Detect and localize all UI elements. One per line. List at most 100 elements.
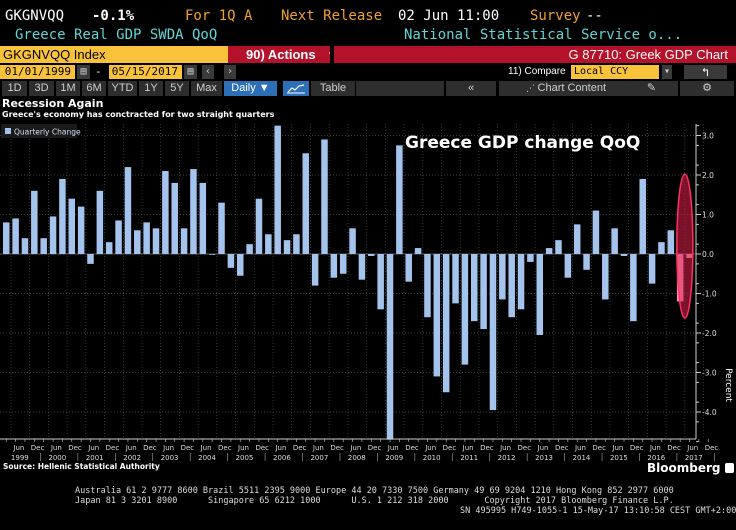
legend: Quarterly Change xyxy=(1,124,81,138)
bar-71 xyxy=(667,230,675,254)
bar-42 xyxy=(396,145,403,254)
x-tick-jun: Jun xyxy=(424,444,436,452)
bar-15 xyxy=(143,222,150,254)
actions-menu-button[interactable]: 90) Actions xyxy=(246,47,316,62)
chart-id: G 87710: Greek GDP Chart xyxy=(568,47,728,62)
x-tick-year: 2016 xyxy=(647,454,665,462)
y-axis: 3.0 2.0 1.0 0.0 -1.0 -2.0 -3.0 -4.0 xyxy=(0,124,717,443)
bar-0 xyxy=(3,222,10,254)
x-tick-dec: Dec xyxy=(68,444,82,452)
chart-content-button[interactable]: ⋰ Chart Content xyxy=(499,81,633,96)
x-tick-year: 2002 xyxy=(123,454,141,462)
chart-content-label: Chart Content xyxy=(537,82,606,94)
range-max[interactable]: Max xyxy=(191,81,222,96)
x-tick-dec: Dec xyxy=(293,444,307,452)
bar-14 xyxy=(134,230,141,254)
bar-70 xyxy=(658,242,665,254)
bar-43 xyxy=(405,254,412,282)
bar-61 xyxy=(573,224,581,254)
y-tick-label: -1.0 xyxy=(702,290,717,299)
x-tick-year: 2012 xyxy=(498,454,516,462)
range-1m[interactable]: 1M xyxy=(56,81,80,96)
x-tick-jun: Jun xyxy=(387,444,399,452)
x-tick-year: 2005 xyxy=(236,454,254,462)
bar-29 xyxy=(274,125,281,254)
bar-37 xyxy=(349,228,356,254)
start-calendar-icon[interactable]: ▤ xyxy=(77,65,90,79)
x-tick-year: 1999 xyxy=(11,454,29,462)
x-tick-dec: Dec xyxy=(106,444,120,452)
bar-53 xyxy=(499,254,506,300)
period: For 1Q A xyxy=(185,8,253,24)
bar-47 xyxy=(442,254,450,393)
bar-52 xyxy=(489,254,497,411)
range-5y[interactable]: 5Y xyxy=(165,81,189,96)
x-tick-dec: Dec xyxy=(555,444,569,452)
y-tick-label: 1.0 xyxy=(702,211,714,220)
table-button[interactable]: Table xyxy=(311,81,355,96)
range-6m[interactable]: 6M xyxy=(82,81,106,96)
y-tick-label: -3.0 xyxy=(702,369,717,378)
quote-header: GKGNVQQ -0.1% For 1Q A Next Release 02 J… xyxy=(0,8,736,26)
x-tick-jun: Jun xyxy=(87,444,99,452)
prev-period-button[interactable]: ‹ xyxy=(202,65,214,79)
bar-39 xyxy=(368,254,375,256)
x-tick-jun: Jun xyxy=(200,444,212,452)
x-tick-year: 2001 xyxy=(86,454,104,462)
highlight-layer xyxy=(676,173,694,319)
range-1y[interactable]: 1Y xyxy=(139,81,163,96)
x-tick-jun: Jun xyxy=(499,444,511,452)
collapse-button[interactable]: « xyxy=(446,81,496,96)
x-tick-year: 2004 xyxy=(198,454,216,462)
bar-46 xyxy=(433,254,441,377)
range-ytd[interactable]: YTD xyxy=(108,81,137,96)
source-name: National Statistical Service o... xyxy=(404,27,683,43)
bar-12 xyxy=(115,220,122,254)
bar-56 xyxy=(527,254,534,262)
x-tick-jun: Jun xyxy=(312,444,324,452)
bar-68 xyxy=(639,178,646,254)
settings-gear-icon[interactable]: ⚙ xyxy=(680,81,734,96)
survey-value: -- xyxy=(586,8,603,24)
x-tick-jun: Jun xyxy=(537,444,549,452)
back-button[interactable]: ↰ xyxy=(684,65,727,79)
legend-label: Quarterly Change xyxy=(14,128,81,137)
x-tick-year: 2003 xyxy=(161,454,179,462)
range-3d[interactable]: 3D xyxy=(29,81,54,96)
bar-31 xyxy=(293,234,300,254)
legend-swatch xyxy=(5,128,11,134)
next-period-button[interactable]: › xyxy=(224,65,236,79)
annotate-icon[interactable]: ✎ xyxy=(625,81,678,96)
date-separator: - xyxy=(95,65,102,78)
y-axis-label: Percent xyxy=(723,368,733,402)
y-tick-label: -4.0 xyxy=(702,408,717,417)
bar-16 xyxy=(152,228,160,254)
x-tick-dec: Dec xyxy=(592,444,606,452)
chart-annotation: Greece GDP change QoQ xyxy=(405,133,640,153)
end-date-input[interactable]: 05/15/2017 xyxy=(109,65,182,79)
gdp-bar-chart: 3.02.01.00.0-1.0-2.0-3.0-4.0 Jun Dec1999J… xyxy=(0,124,733,462)
x-tick-jun: Jun xyxy=(349,444,361,452)
bar-26 xyxy=(246,244,253,254)
x-tick-jun: Jun xyxy=(50,444,62,452)
frequency-select[interactable]: Daily ▼ xyxy=(224,81,277,96)
bar-18 xyxy=(171,182,178,254)
range-1d[interactable]: 1D xyxy=(2,81,27,96)
start-date-input[interactable]: 01/01/1999 xyxy=(0,65,75,79)
x-tick-dec: Dec xyxy=(518,444,532,452)
security-description: Greece Real GDP SWDA QoQ xyxy=(15,27,218,43)
chart-subtitle: Greece's economy has conctracted for two… xyxy=(2,110,275,119)
bloomberg-icon xyxy=(724,463,734,473)
line-chart-icon[interactable] xyxy=(283,81,309,96)
bar-51 xyxy=(480,254,487,330)
bar-55 xyxy=(517,254,525,310)
compare-select[interactable]: Local CCY xyxy=(571,65,659,79)
bar-7 xyxy=(68,198,76,254)
bar-22 xyxy=(208,254,216,255)
compare-dropdown-icon[interactable]: ▾ xyxy=(662,65,672,79)
bar-48 xyxy=(452,254,459,304)
bar-5 xyxy=(49,216,57,254)
security-field[interactable]: GKGNVQQ Index xyxy=(0,46,228,63)
bar-34 xyxy=(321,139,328,254)
end-calendar-icon[interactable]: ▤ xyxy=(184,65,197,79)
